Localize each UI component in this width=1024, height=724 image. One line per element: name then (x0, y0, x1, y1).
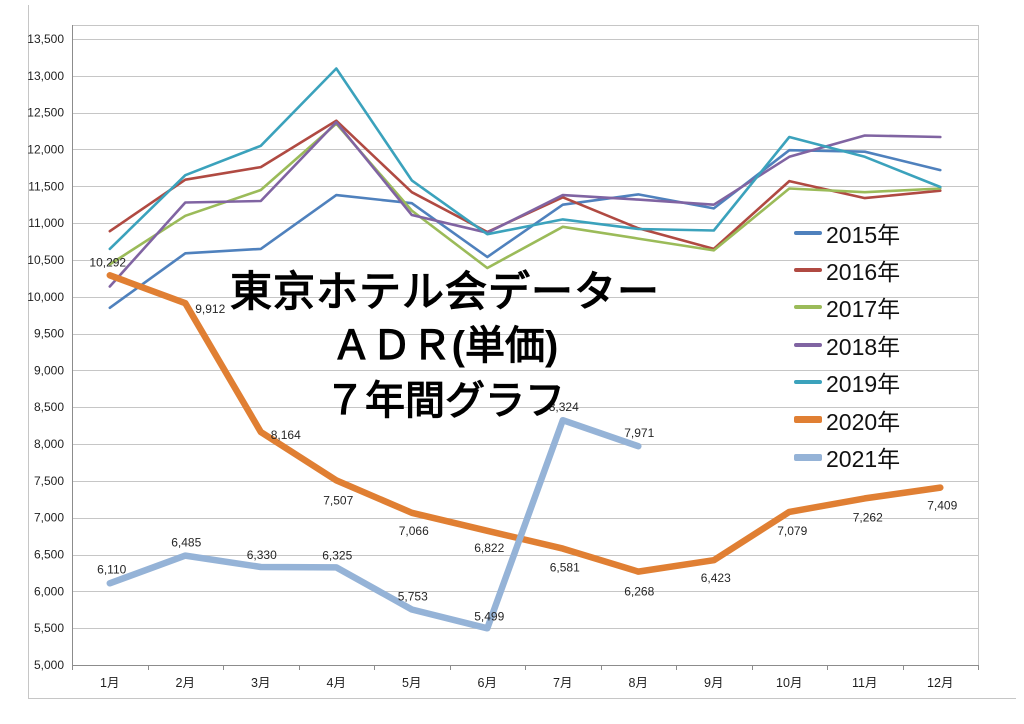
y-axis-label: 5,000 (34, 658, 64, 672)
legend-swatch-2020年 (794, 416, 822, 424)
data-label-2020年: 7,262 (853, 510, 883, 524)
data-label-2021年: 6,110 (97, 562, 126, 576)
legend-label-2016年: 2016年 (826, 259, 901, 286)
series-line-2021年 (106, 416, 642, 632)
legend-item-2019年: 2019年 (794, 364, 900, 401)
legend-label-2018年: 2018年 (826, 333, 901, 360)
data-label-2020年: 6,423 (701, 571, 731, 585)
data-label-2020年: 6,581 (550, 561, 580, 575)
y-axis-label: 8,500 (34, 400, 64, 414)
series-line-2020年 (106, 272, 944, 575)
data-label-2020年: 7,066 (399, 524, 429, 538)
x-axis-label: 7月 (553, 676, 572, 690)
data-label-2021年: 8,324 (549, 400, 579, 414)
data-label-2020年: 10,292 (89, 255, 126, 269)
x-axis-label: 4月 (327, 676, 346, 690)
y-axis-label: 12,000 (27, 142, 64, 156)
data-label-2021年: 7,971 (624, 426, 654, 440)
data-label-2020年: 6,822 (474, 541, 504, 555)
y-axis-label: 12,500 (27, 106, 64, 120)
legend-item-2020年: 2020年 (794, 401, 900, 438)
x-axis-label: 6月 (478, 676, 497, 690)
x-axis-label: 5月 (402, 676, 421, 690)
legend-swatch-2015年 (794, 230, 822, 235)
series-line-2015年 (108, 148, 942, 310)
x-axis-label: 10月 (776, 676, 802, 690)
legend-swatch-2021年 (794, 453, 822, 461)
x-axis-label: 1月 (100, 676, 119, 690)
data-label-2020年: 6,268 (624, 585, 654, 599)
legend-item-2018年: 2018年 (794, 326, 900, 363)
y-axis-label: 10,500 (27, 253, 64, 267)
y-axis-label: 9,500 (34, 327, 64, 341)
x-axis-label: 3月 (251, 676, 270, 690)
legend-label-2020年: 2020年 (826, 408, 901, 435)
legend-swatch-2017年 (794, 305, 822, 310)
data-label-2020年: 8,164 (271, 428, 301, 442)
series-line-2019年 (108, 67, 942, 251)
x-axis-label: 8月 (629, 676, 648, 690)
y-axis-label: 8,000 (34, 437, 64, 451)
y-axis-label: 5,500 (34, 621, 64, 635)
y-axis-label: 13,500 (27, 32, 64, 46)
y-axis-label: 11,500 (28, 179, 64, 193)
y-axis-label: 9,000 (34, 363, 64, 377)
chart-legend: 2015年 2016年 2017年 2018年 2019年 2020年 2021年 (794, 214, 900, 476)
legend-item-2015年: 2015年 (794, 214, 900, 251)
data-label-2020年: 9,912 (195, 302, 225, 316)
data-label-2020年: 7,507 (323, 493, 353, 507)
series-line-2017年 (108, 122, 942, 270)
legend-item-2016年: 2016年 (794, 251, 900, 288)
legend-item-2017年: 2017年 (794, 289, 900, 326)
legend-label-2017年: 2017年 (826, 296, 901, 323)
legend-label-2021年: 2021年 (826, 446, 901, 473)
y-axis-label: 6,000 (34, 584, 64, 598)
data-label-2020年: 7,079 (777, 524, 807, 538)
y-axis-label: 7,500 (34, 474, 64, 488)
y-axis-label: 11,000 (28, 216, 64, 230)
legend-label-2015年: 2015年 (826, 221, 901, 248)
y-axis-label: 7,000 (34, 511, 64, 525)
y-axis-label: 10,000 (27, 290, 64, 304)
data-label-2021年: 6,325 (322, 548, 352, 562)
legend-swatch-2018年 (794, 342, 822, 347)
data-label-2021年: 5,499 (474, 609, 504, 623)
y-axis-label: 6,500 (34, 548, 64, 562)
data-label-2021年: 6,485 (171, 536, 201, 550)
series-line-2018年 (108, 120, 942, 288)
legend-item-2021年: 2021年 (794, 438, 900, 475)
legend-swatch-2019年 (794, 380, 822, 385)
y-axis-label: 13,000 (27, 69, 64, 83)
x-axis-label: 9月 (704, 676, 723, 690)
x-axis-label: 11月 (852, 676, 877, 690)
data-label-2021年: 5,753 (398, 590, 428, 604)
legend-label-2019年: 2019年 (826, 371, 901, 398)
legend-swatch-2016年 (794, 268, 822, 273)
data-label-2021年: 6,330 (247, 548, 277, 562)
x-axis-label: 12月 (927, 676, 953, 690)
data-label-2020年: 7,409 (927, 499, 957, 513)
x-axis-label: 2月 (176, 676, 195, 690)
